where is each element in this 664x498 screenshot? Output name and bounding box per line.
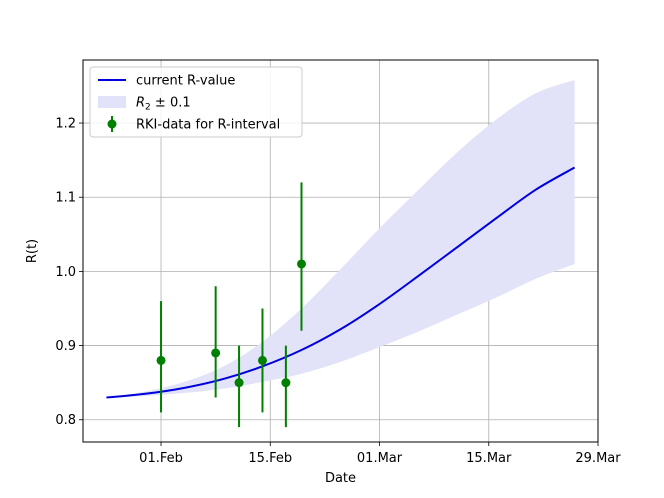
data-point bbox=[156, 355, 166, 365]
errorbar-layer bbox=[156, 182, 306, 428]
y-axis-ticks: 0.8 0.9 1.0 1.1 1.2 bbox=[55, 117, 83, 428]
x-tick-label: 29.Mar bbox=[575, 451, 621, 466]
data-point bbox=[211, 348, 221, 358]
axes-frame bbox=[82, 59, 599, 443]
x-tick-label: 15.Feb bbox=[248, 451, 292, 466]
data-point bbox=[257, 355, 267, 365]
legend-box bbox=[89, 66, 303, 138]
y-tick-label: 1.1 bbox=[55, 191, 76, 206]
y-tick-label: 0.8 bbox=[55, 413, 76, 428]
legend-label: RKI-data for R-interval bbox=[136, 118, 280, 133]
legend-marker-swatch bbox=[107, 119, 117, 129]
x-tick-label: 15.Mar bbox=[466, 451, 512, 466]
confidence-band bbox=[106, 80, 575, 398]
x-tick-label: 01.Feb bbox=[139, 451, 183, 466]
x-axis-ticks: 01.Feb 15.Feb 01.Mar 15.Mar 29.Mar bbox=[139, 442, 621, 466]
x-tick-label: 01.Mar bbox=[357, 451, 403, 466]
y-tick-label: 1.2 bbox=[55, 117, 76, 132]
data-point bbox=[234, 378, 244, 388]
legend-label: R2 ± 0.1 bbox=[136, 96, 191, 113]
y-tick-label: 0.9 bbox=[55, 339, 76, 354]
legend: current R-value R2 ± 0.1 RKI-data for R-in… bbox=[89, 66, 303, 138]
band-layer bbox=[106, 80, 575, 398]
x-axis-label: Date bbox=[325, 471, 356, 486]
data-point bbox=[281, 378, 291, 388]
line-layer bbox=[106, 166, 576, 399]
data-point bbox=[296, 259, 306, 269]
legend-band-swatch bbox=[98, 96, 126, 108]
r-value-line bbox=[106, 166, 576, 399]
y-tick-label: 1.0 bbox=[55, 265, 76, 280]
y-axis-label: R(t) bbox=[25, 239, 40, 263]
legend-label: current R-value bbox=[136, 74, 235, 89]
